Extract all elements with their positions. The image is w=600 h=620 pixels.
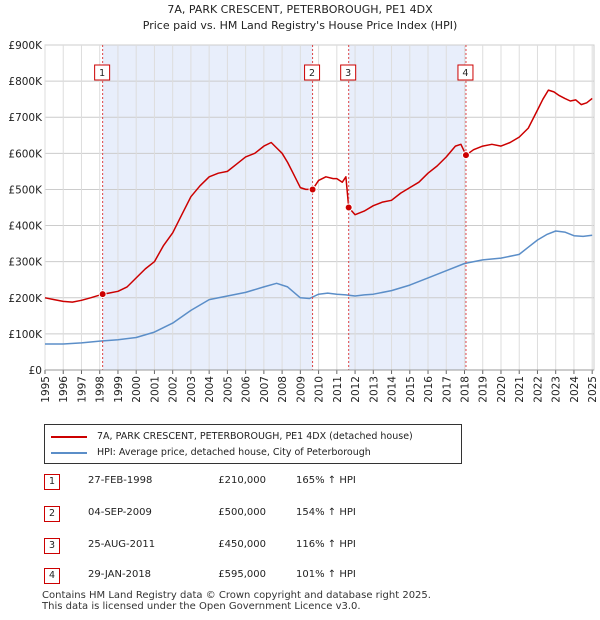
sale-point — [344, 203, 353, 212]
axes: £0 £100K £200K £300K £400K £500K £600K £700K £80… — [8, 40, 599, 403]
x-tick-label: 2021 — [514, 376, 526, 403]
footer-copyright: Contains HM Land Registry data © Crown c… — [42, 590, 431, 601]
x-tick-label: 2023 — [551, 376, 563, 403]
x-tick-label: 2009 — [295, 376, 307, 403]
legend-label-hpi: HPI: Average price, detached house, City… — [97, 447, 371, 458]
x-tick-label: 2025 — [587, 376, 599, 403]
transaction-date: 27-FEB-1998 — [88, 475, 153, 486]
x-tick-label: 1997 — [76, 376, 88, 403]
x-tick-label: 2013 — [368, 376, 380, 403]
transaction-price: £500,000 — [218, 507, 266, 518]
x-tick-label: 2018 — [460, 376, 472, 403]
x-tick-label: 2017 — [441, 376, 453, 403]
transaction-hpi: 154% ↑ HPI — [296, 507, 356, 518]
x-tick-label: 1996 — [58, 376, 70, 403]
x-tick-label: 2011 — [332, 376, 344, 403]
price-chart: 7A, PARK CRESCENT, PETERBOROUGH, PE1 4DX… — [8, 3, 599, 403]
legend-item-property: 7A, PARK CRESCENT, PETERBOROUGH, PE1 4DX… — [51, 431, 413, 442]
marker-label-box — [94, 64, 111, 81]
transaction-date: 25-AUG-2011 — [88, 539, 156, 550]
table-row: 3 25-AUG-2011 £450,000 116% ↑ HPI — [44, 538, 464, 556]
transaction-date: 04-SEP-2009 — [88, 507, 152, 518]
y-tick-label: £600K — [8, 148, 43, 160]
transaction-price: £210,000 — [218, 475, 266, 486]
legend-label-property: 7A, PARK CRESCENT, PETERBOROUGH, PE1 4DX… — [97, 431, 413, 442]
marker-label: 2 — [309, 68, 315, 79]
footer: Contains HM Land Registry data © Crown c… — [42, 590, 431, 612]
sale-point — [461, 151, 470, 160]
transaction-hpi: 165% ↑ HPI — [296, 475, 356, 486]
series-lines — [44, 89, 593, 345]
marker-label: 3 — [345, 68, 351, 79]
shaded-range — [348, 45, 466, 370]
x-tick-label: 2008 — [277, 376, 289, 403]
series-line-property — [44, 89, 593, 303]
transaction-hpi: 101% ↑ HPI — [296, 569, 356, 580]
y-tick-label: £800K — [8, 76, 43, 88]
chart-title: 7A, PARK CRESCENT, PETERBOROUGH, PE1 4DX — [167, 3, 433, 16]
transaction-price: £595,000 — [218, 569, 266, 580]
sale-point — [98, 290, 107, 299]
x-tick-label: 2022 — [532, 376, 544, 403]
x-tick-label: 1995 — [40, 376, 52, 403]
transaction-hpi: 116% ↑ HPI — [296, 539, 356, 550]
y-tick-label: £400K — [8, 221, 43, 233]
marker-label-box — [457, 64, 474, 81]
shaded-range — [102, 45, 313, 370]
legend-swatch-hpi — [51, 451, 87, 454]
series-line-hpi — [45, 230, 593, 345]
transaction-date: 29-JAN-2018 — [88, 569, 152, 580]
legend: 7A, PARK CRESCENT, PETERBOROUGH, PE1 4DX… — [44, 424, 462, 464]
x-tick-label: 2019 — [478, 376, 490, 403]
sale-markers: 1 2 3 4 — [94, 45, 474, 370]
y-tick-label: £0 — [29, 365, 42, 377]
x-tick-label: 2007 — [259, 376, 271, 403]
x-tick-label: 2006 — [241, 376, 253, 403]
shaded-ranges — [44, 44, 595, 371]
x-tick-label: 2020 — [496, 376, 508, 403]
table-row: 4 29-JAN-2018 £595,000 101% ↑ HPI — [44, 568, 464, 586]
marker-label: 4 — [462, 68, 468, 79]
x-tick-label: 2024 — [569, 376, 581, 403]
legend-item-hpi: HPI: Average price, detached house, City… — [51, 447, 371, 458]
x-tick-label: 2005 — [222, 376, 234, 403]
marker-label-box — [340, 64, 357, 81]
table-row: 2 04-SEP-2009 £500,000 154% ↑ HPI — [44, 506, 464, 524]
y-tick-label: £900K — [8, 40, 43, 52]
y-tick-label: £700K — [8, 112, 43, 124]
marker-label: 1 — [99, 68, 105, 79]
x-tick-label: 1999 — [113, 376, 125, 403]
y-tick-label: £100K — [8, 329, 43, 341]
marker-label-box — [304, 64, 321, 81]
x-tick-label: 2003 — [186, 376, 198, 403]
footer-licence: This data is licensed under the Open Gov… — [42, 601, 361, 612]
transaction-price: £450,000 — [218, 539, 266, 550]
x-tick-label: 2016 — [423, 376, 435, 403]
y-tick-label: £300K — [8, 257, 43, 269]
x-tick-label: 2012 — [350, 376, 362, 403]
transaction-number: 3 — [44, 538, 60, 554]
x-tick-label: 2000 — [131, 376, 143, 403]
x-tick-label: 2015 — [405, 376, 417, 403]
x-tick-label: 2010 — [314, 376, 326, 403]
transaction-number: 4 — [44, 568, 60, 584]
table-row: 1 27-FEB-1998 £210,000 165% ↑ HPI — [44, 474, 464, 492]
x-tick-label: 2002 — [168, 376, 180, 403]
x-tick-label: 2014 — [387, 376, 399, 403]
transaction-number: 2 — [44, 506, 60, 522]
x-tick-label: 2004 — [204, 376, 216, 403]
sale-point — [308, 185, 317, 194]
x-tick-label: 1998 — [95, 376, 107, 403]
legend-swatch-property — [51, 435, 87, 438]
y-tick-label: £200K — [8, 293, 43, 305]
chart-subtitle: Price paid vs. HM Land Registry's House … — [143, 19, 458, 32]
x-tick-label: 2001 — [149, 376, 161, 403]
transaction-number: 1 — [44, 474, 60, 490]
y-tick-label: £500K — [8, 184, 43, 196]
